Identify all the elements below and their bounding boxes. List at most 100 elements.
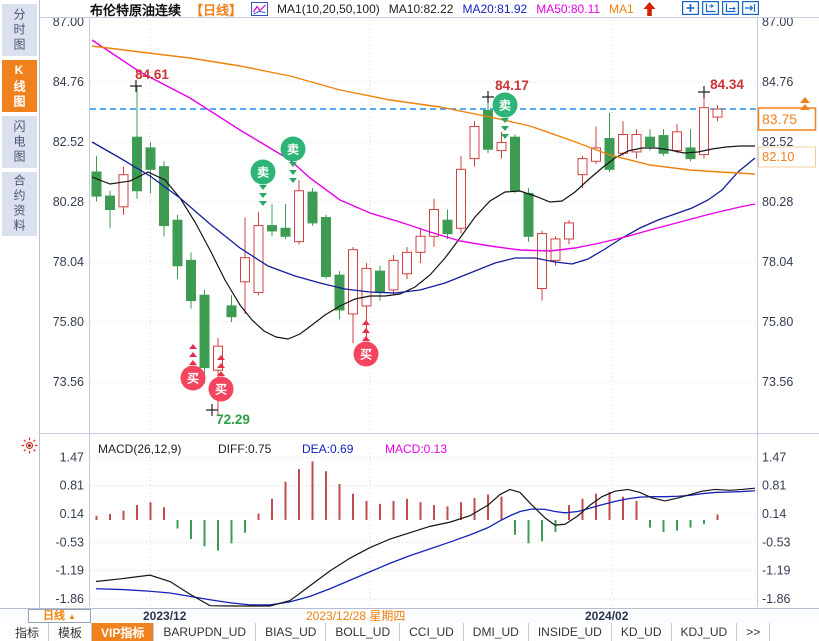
price-cross-mark — [206, 404, 218, 416]
chart-text: 82.52 — [762, 135, 793, 149]
chart-text: DEA:0.69 — [302, 442, 354, 456]
indicator-tab[interactable]: KD_UD — [612, 623, 672, 641]
indicator-tab[interactable]: KDJ_UD — [672, 623, 738, 641]
chart-text: MACD:0.13 — [385, 442, 447, 456]
chart-type-icon[interactable] — [251, 2, 269, 16]
sell-marker: 卖 — [492, 92, 518, 139]
chart-text: 75.80 — [762, 315, 793, 329]
sell-arrow-icon — [289, 162, 297, 167]
candle-down — [226, 305, 237, 318]
sidebar-item-contract-info[interactable]: 合约资料 — [2, 172, 37, 236]
indicator-tab[interactable]: 指标 — [6, 623, 50, 641]
indicator-tab[interactable]: BARUPDN_UD — [154, 623, 257, 641]
ma20-line — [91, 141, 756, 294]
annotation: 84.17 — [482, 78, 529, 103]
indicator-tab[interactable]: DMI_UD — [464, 623, 529, 641]
buy-arrow-icon — [217, 355, 225, 360]
chart-text: 87.00 — [762, 15, 793, 29]
buy-arrow-icon — [189, 360, 197, 365]
chart-text: 买 — [215, 383, 227, 397]
candle-down — [510, 136, 520, 192]
more-indicators-button[interactable]: >> — [737, 623, 771, 641]
buy-marker: 买 — [353, 320, 379, 367]
candle-up — [564, 222, 574, 240]
chart-text: 73.56 — [762, 375, 793, 389]
chart-text: DIFF:0.75 — [218, 442, 272, 456]
ma50-value: MA50:80.11 — [536, 2, 601, 16]
ma10-line — [91, 145, 755, 340]
indicator-tabs-row: 指标 模板 VIP指标 BARUPDN_UD BIAS_UD BOLL_UD CCI_UD D… — [0, 623, 819, 641]
ma100-value: MA1 — [609, 2, 634, 16]
candle-down — [334, 274, 345, 311]
chart-text: 82.52 — [53, 135, 84, 149]
candle-up — [591, 147, 601, 162]
sell-arrow-icon — [259, 185, 267, 190]
jump-latest-icon[interactable] — [742, 1, 759, 15]
red-up-arrow-icon — [643, 2, 656, 16]
chart-text: 82.10 — [762, 149, 795, 164]
indicator-tab[interactable]: BIAS_UD — [256, 623, 327, 641]
candle-up — [415, 235, 426, 253]
chart-text: 0.81 — [762, 479, 786, 493]
candle-up — [469, 125, 480, 160]
buy-arrow-icon — [189, 352, 197, 357]
candle-down — [280, 227, 291, 237]
period-label[interactable]: 【日线】 — [190, 2, 243, 18]
price-up-arrows-icon — [800, 97, 810, 110]
indicator-tab[interactable]: VIP指标 — [92, 623, 155, 641]
buy-arrow-icon — [189, 344, 197, 349]
buy-circle — [353, 341, 379, 367]
indicator-settings-icon[interactable] — [21, 437, 38, 454]
chart-text: -1.86 — [762, 592, 791, 606]
crosshair-icon[interactable] — [682, 1, 699, 15]
price-gridlines — [90, 20, 757, 606]
indicator-tab[interactable]: CCI_UD — [400, 623, 464, 641]
chart-text: 84.34 — [710, 77, 744, 92]
indicator-tab[interactable]: INSIDE_UD — [529, 623, 612, 641]
candle-up — [456, 168, 466, 229]
axis-date-label: 2024/02 — [585, 609, 629, 623]
chart-text: 买 — [187, 372, 199, 386]
sidebar-item-flash-chart[interactable]: 闪电图 — [2, 116, 37, 168]
candle-down — [267, 225, 277, 232]
candle-down — [307, 191, 318, 224]
candle-down — [199, 294, 210, 369]
candle-up — [618, 134, 628, 154]
chart-text: -1.86 — [56, 592, 85, 606]
chart-text: 80.28 — [762, 195, 793, 209]
buy-marker: 买 — [208, 355, 234, 402]
candle-up — [253, 225, 264, 294]
selected-date-label: 2023/12/28 星期四 — [306, 609, 406, 623]
axis-zoom-x-icon[interactable] — [722, 1, 739, 15]
ma10-value: MA10:82.22 — [388, 2, 454, 16]
sell-circle — [280, 136, 306, 162]
chart-text: 1.47 — [762, 451, 786, 465]
sell-circle — [492, 92, 518, 118]
sidebar-item-kline-chart[interactable]: K线图 — [2, 60, 37, 112]
chart-text: -1.19 — [56, 563, 85, 577]
chart-text: 80.28 — [53, 195, 84, 209]
period-selector[interactable]: 日线 ▲ — [28, 609, 91, 623]
candle-down — [105, 195, 115, 211]
sidebar-item-time-chart[interactable]: 分时图 — [2, 4, 37, 56]
candle-up — [388, 259, 399, 291]
sell-arrow-icon — [501, 134, 509, 139]
axis-zoom-y-icon[interactable] — [702, 1, 719, 15]
indicator-tab[interactable]: BOLL_UD — [326, 623, 401, 641]
diff-line — [95, 487, 756, 607]
ma50-line — [91, 39, 756, 252]
buy-circle — [208, 376, 234, 402]
candle-down — [91, 171, 102, 197]
chart-text: 0.81 — [60, 479, 84, 493]
axis-date-label: 2023/12 — [143, 609, 187, 623]
chart-text: 72.29 — [216, 412, 250, 427]
sell-arrow-icon — [259, 201, 267, 206]
candle-up — [429, 209, 439, 237]
candle-up — [631, 134, 642, 153]
dea-line — [95, 490, 756, 606]
indicator-tab[interactable]: 模板 — [49, 623, 93, 641]
candle-up — [496, 142, 507, 152]
chart-text: 卖 — [499, 98, 511, 113]
buy-arrow-icon — [217, 371, 225, 376]
